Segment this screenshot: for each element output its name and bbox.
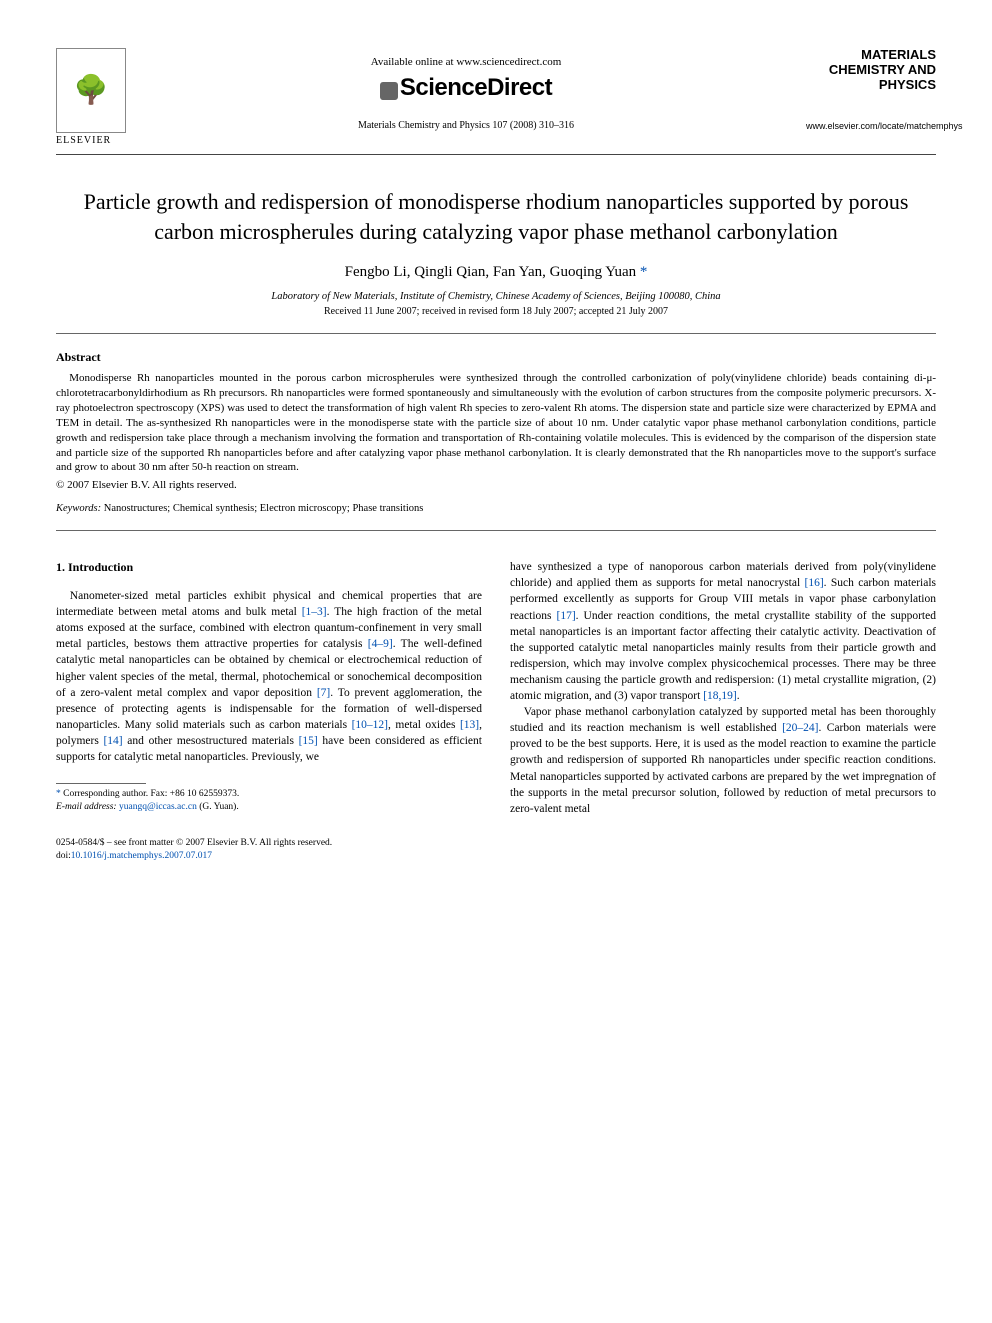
ref-link-15[interactable]: [15]	[299, 735, 318, 747]
footnote-corr: * Corresponding author. Fax: +86 10 6255…	[56, 788, 482, 801]
issn-line: 0254-0584/$ – see front matter © 2007 El…	[56, 837, 936, 850]
email-link[interactable]: yuangq@iccas.ac.cn	[119, 802, 197, 812]
column-left: 1. Introduction Nanometer-sized metal pa…	[56, 559, 482, 817]
intro-paragraph-1: Nanometer-sized metal particles exhibit …	[56, 588, 482, 765]
email-label: E-mail address:	[56, 802, 117, 812]
journal-logo-block: MATERIALS CHEMISTRY AND PHYSICS www.else…	[806, 48, 936, 131]
section-1-heading: 1. Introduction	[56, 559, 482, 576]
intro-paragraph-1-continued: have synthesized a type of nanoporous ca…	[510, 559, 936, 704]
ref-link-20-24[interactable]: [20–24]	[782, 722, 818, 734]
text-run: .	[737, 690, 740, 702]
journal-title-line3: PHYSICS	[806, 78, 936, 93]
footer-meta: 0254-0584/$ – see front matter © 2007 El…	[56, 837, 936, 864]
journal-title-line2: CHEMISTRY AND	[806, 63, 936, 78]
journal-title-line1: MATERIALS	[806, 48, 936, 63]
elsevier-logo-block: 🌳 ELSEVIER	[56, 48, 126, 146]
ref-link-18-19[interactable]: [18,19]	[703, 690, 737, 702]
doi-link[interactable]: 10.1016/j.matchemphys.2007.07.017	[71, 851, 212, 861]
keywords-line: Keywords: Nanostructures; Chemical synth…	[56, 503, 936, 514]
authors-line: Fengbo Li, Qingli Qian, Fan Yan, Guoqing…	[56, 264, 936, 281]
publisher-label: ELSEVIER	[56, 135, 126, 146]
post-keywords-rule	[56, 530, 936, 531]
email-name: (G. Yuan).	[199, 802, 238, 812]
text-run: and other mesostructured materials	[123, 735, 299, 747]
ref-link-4-9[interactable]: [4–9]	[368, 638, 393, 650]
footnote-star-icon: *	[56, 789, 61, 799]
elsevier-tree-icon: 🌳	[56, 48, 126, 133]
ref-link-10-12[interactable]: [10–12]	[352, 719, 388, 731]
ref-link-13[interactable]: [13]	[460, 719, 479, 731]
text-run: . Under reaction conditions, the metal c…	[510, 610, 936, 702]
header-rule	[56, 154, 936, 155]
sciencedirect-icon	[380, 82, 398, 100]
abstract-body: Monodisperse Rh nanoparticles mounted in…	[56, 371, 936, 475]
affiliation: Laboratory of New Materials, Institute o…	[56, 291, 936, 302]
abstract-text: Monodisperse Rh nanoparticles mounted in…	[56, 371, 936, 475]
footnote-corr-text: Corresponding author. Fax: +86 10 625593…	[63, 789, 239, 799]
footnote-email-line: E-mail address: yuangq@iccas.ac.cn (G. Y…	[56, 801, 482, 814]
column-right: have synthesized a type of nanoporous ca…	[510, 559, 936, 817]
journal-citation: Materials Chemistry and Physics 107 (200…	[126, 120, 806, 131]
ref-link-17[interactable]: [17]	[557, 610, 576, 622]
ref-link-1-3[interactable]: [1–3]	[302, 606, 327, 618]
abstract-heading: Abstract	[56, 350, 936, 365]
article-dates: Received 11 June 2007; received in revis…	[56, 306, 936, 317]
text-run: , metal oxides	[388, 719, 460, 731]
keywords-label: Keywords:	[56, 503, 101, 514]
journal-url: www.elsevier.com/locate/matchemphys	[806, 121, 936, 131]
pre-abstract-rule	[56, 333, 936, 334]
corresponding-star-icon: *	[640, 264, 648, 280]
footnote-rule	[56, 783, 146, 784]
authors-names: Fengbo Li, Qingli Qian, Fan Yan, Guoqing…	[345, 264, 637, 280]
sciencedirect-label: ScienceDirect	[400, 74, 552, 101]
article-title: Particle growth and redispersion of mono…	[80, 187, 912, 246]
ref-link-7[interactable]: [7]	[317, 687, 330, 699]
intro-paragraph-2: Vapor phase methanol carbonylation catal…	[510, 704, 936, 817]
doi-label: doi:	[56, 851, 71, 861]
ref-link-14[interactable]: [14]	[103, 735, 122, 747]
header-row: 🌳 ELSEVIER Available online at www.scien…	[56, 48, 936, 146]
ref-link-16[interactable]: [16]	[805, 577, 824, 589]
sciencedirect-logo: ScienceDirect	[126, 74, 806, 102]
center-header: Available online at www.sciencedirect.co…	[126, 48, 806, 131]
abstract-copyright: © 2007 Elsevier B.V. All rights reserved…	[56, 479, 936, 491]
footnote-block: * Corresponding author. Fax: +86 10 6255…	[56, 788, 482, 815]
keywords-list: Nanostructures; Chemical synthesis; Elec…	[104, 503, 424, 514]
body-columns: 1. Introduction Nanometer-sized metal pa…	[56, 559, 936, 817]
doi-line: doi:10.1016/j.matchemphys.2007.07.017	[56, 850, 936, 863]
available-online-text: Available online at www.sciencedirect.co…	[126, 56, 806, 68]
text-run: . Carbon materials were proved to be the…	[510, 722, 936, 814]
